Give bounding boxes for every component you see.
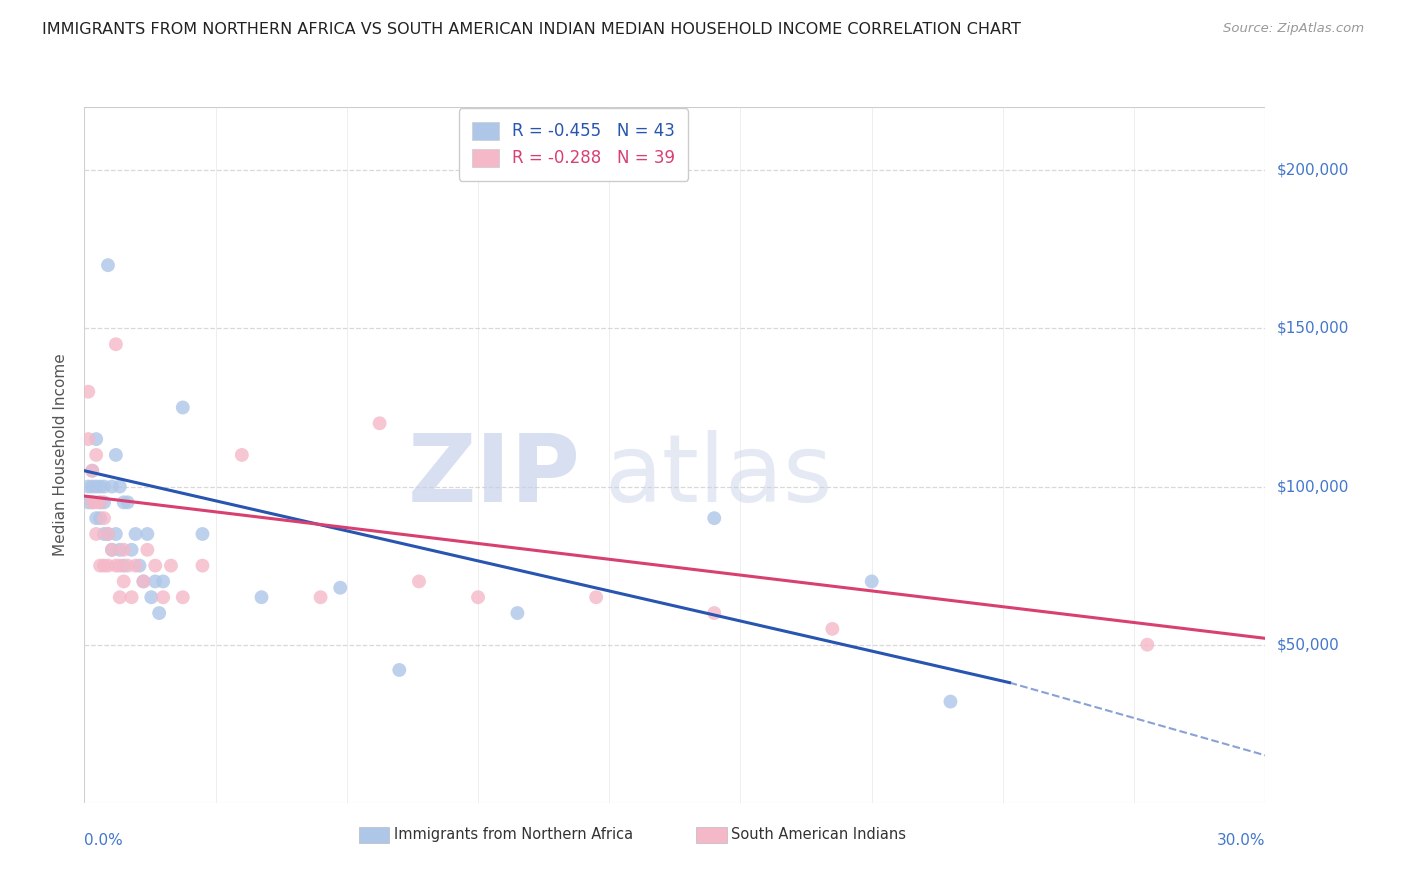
Point — [104, 558, 127, 573]
Point — [506, 606, 529, 620]
Text: 30.0%: 30.0% — [1218, 833, 1265, 848]
Point — [97, 258, 120, 272]
Point — [89, 479, 111, 493]
Point — [143, 574, 166, 589]
Point — [104, 337, 127, 351]
Point — [84, 448, 107, 462]
Point — [82, 479, 104, 493]
Point — [152, 574, 174, 589]
Point — [93, 558, 115, 573]
Point — [82, 464, 104, 478]
Point — [368, 417, 391, 431]
Point — [97, 558, 120, 573]
Point — [84, 511, 107, 525]
Text: ZIP: ZIP — [408, 430, 581, 522]
Point — [77, 432, 100, 446]
Point — [84, 527, 107, 541]
Point — [97, 527, 120, 541]
Point — [124, 558, 146, 573]
Text: 0.0%: 0.0% — [84, 833, 124, 848]
Point — [172, 591, 194, 605]
Point — [329, 581, 352, 595]
Point — [93, 527, 115, 541]
Text: Source: ZipAtlas.com: Source: ZipAtlas.com — [1223, 22, 1364, 36]
Point — [104, 527, 127, 541]
Point — [121, 591, 143, 605]
Point — [104, 448, 127, 462]
Point — [860, 574, 883, 589]
Point — [141, 591, 163, 605]
Point — [108, 558, 131, 573]
Point — [231, 448, 253, 462]
Point — [585, 591, 607, 605]
Point — [172, 401, 194, 415]
Text: $200,000: $200,000 — [1277, 163, 1348, 178]
Point — [108, 591, 131, 605]
Point — [191, 527, 214, 541]
Point — [136, 527, 159, 541]
Point — [939, 695, 962, 709]
Y-axis label: Median Household Income: Median Household Income — [52, 353, 67, 557]
Text: $150,000: $150,000 — [1277, 321, 1348, 336]
Point — [132, 574, 155, 589]
Point — [101, 479, 124, 493]
Text: atlas: atlas — [605, 430, 832, 522]
Point — [89, 558, 111, 573]
Point — [191, 558, 214, 573]
Point — [703, 511, 725, 525]
Point — [89, 495, 111, 509]
Point — [136, 542, 159, 557]
Point — [408, 574, 430, 589]
Point — [467, 591, 489, 605]
Text: South American Indians: South American Indians — [731, 828, 905, 842]
Point — [84, 432, 107, 446]
Point — [93, 511, 115, 525]
Point — [77, 479, 100, 493]
Point — [117, 495, 139, 509]
Point — [108, 542, 131, 557]
Point — [160, 558, 183, 573]
Point — [101, 542, 124, 557]
Point — [77, 384, 100, 399]
Text: $100,000: $100,000 — [1277, 479, 1348, 494]
Point — [121, 542, 143, 557]
Text: IMMIGRANTS FROM NORTHERN AFRICA VS SOUTH AMERICAN INDIAN MEDIAN HOUSEHOLD INCOME: IMMIGRANTS FROM NORTHERN AFRICA VS SOUTH… — [42, 22, 1021, 37]
Point — [112, 558, 135, 573]
Point — [128, 558, 150, 573]
Point — [132, 574, 155, 589]
Point — [82, 464, 104, 478]
Point — [117, 558, 139, 573]
Point — [112, 574, 135, 589]
Point — [143, 558, 166, 573]
Point — [84, 479, 107, 493]
Point — [77, 495, 100, 509]
Point — [89, 495, 111, 509]
Point — [388, 663, 411, 677]
Point — [82, 495, 104, 509]
Text: Immigrants from Northern Africa: Immigrants from Northern Africa — [394, 828, 633, 842]
Point — [309, 591, 332, 605]
Point — [89, 511, 111, 525]
Point — [112, 542, 135, 557]
Point — [82, 495, 104, 509]
Point — [821, 622, 844, 636]
Point — [101, 542, 124, 557]
Point — [152, 591, 174, 605]
Point — [97, 527, 120, 541]
Point — [250, 591, 273, 605]
Point — [93, 495, 115, 509]
Point — [112, 495, 135, 509]
Legend: R = -0.455   N = 43, R = -0.288   N = 39: R = -0.455 N = 43, R = -0.288 N = 39 — [458, 109, 689, 181]
Point — [93, 479, 115, 493]
Point — [148, 606, 170, 620]
Point — [124, 527, 146, 541]
Point — [703, 606, 725, 620]
Point — [1136, 638, 1159, 652]
Point — [108, 479, 131, 493]
Text: $50,000: $50,000 — [1277, 637, 1340, 652]
Point — [84, 495, 107, 509]
